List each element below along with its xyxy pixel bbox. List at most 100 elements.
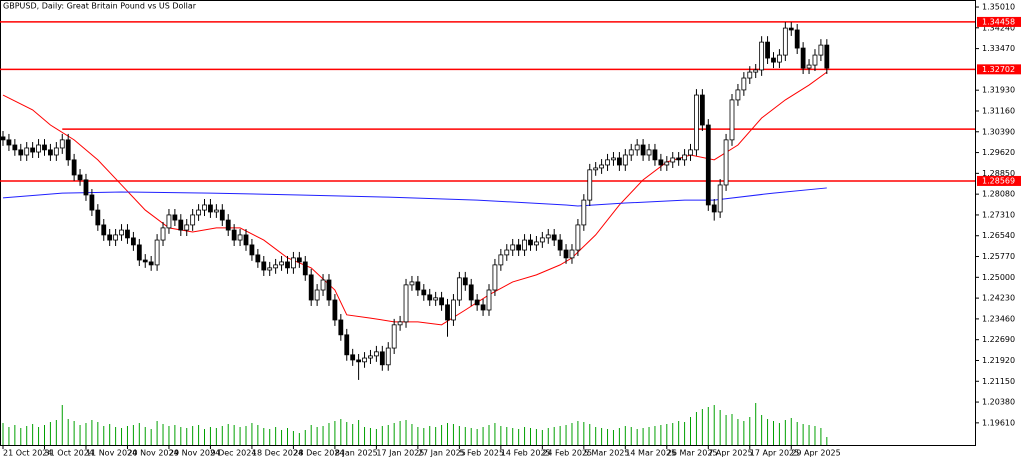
candle-body: [160, 227, 166, 241]
candle-body: [36, 144, 41, 153]
x-tick-label: 17 Jan 2025: [376, 449, 424, 458]
candle-body: [539, 237, 545, 243]
candle-body: [208, 204, 213, 213]
candle-body: [445, 304, 450, 321]
y-tick-label: 1.19610: [982, 418, 1015, 427]
candle-body: [77, 174, 83, 181]
candle-body: [190, 214, 196, 226]
candle-body: [237, 234, 243, 241]
candle-body: [42, 144, 47, 151]
candle-body: [765, 41, 770, 59]
candle-body: [249, 244, 255, 256]
candle-body: [219, 209, 225, 221]
x-tick-label: 18 Dec 2024: [252, 449, 303, 458]
candle-body: [717, 184, 723, 213]
candle-body: [705, 124, 711, 206]
candle-body: [569, 249, 575, 259]
candle-body: [634, 144, 640, 151]
candle-body: [362, 357, 367, 363]
candle-body: [468, 284, 474, 301]
candle-body: [616, 157, 622, 166]
y-tick-label: 1.34240: [982, 23, 1015, 32]
y-tick-label: 1.21150: [982, 377, 1015, 386]
candle-body: [694, 94, 699, 151]
level-label-box: [977, 64, 1021, 75]
candle-body: [682, 154, 687, 161]
candle-body: [510, 244, 516, 251]
candle-body: [456, 277, 462, 301]
candle-body: [563, 249, 569, 259]
candle-body: [296, 257, 302, 263]
candle-body: [498, 254, 504, 266]
x-tick-label: 14 Mar 2025: [625, 449, 676, 458]
candle-body: [409, 281, 415, 286]
candle-body: [154, 239, 160, 266]
candle-body: [777, 54, 782, 63]
candle-body: [427, 294, 433, 301]
y-tick-label: 1.25000: [982, 273, 1015, 282]
candle-body: [587, 169, 593, 201]
candle-body: [119, 229, 124, 236]
candle-body: [285, 261, 290, 269]
candle-body: [516, 244, 522, 251]
candle-body: [255, 254, 261, 263]
candle-body: [759, 41, 765, 71]
y-tick-label: 1.35010: [982, 3, 1015, 12]
candle-body: [373, 351, 379, 357]
y-tick-label: 1.29620: [982, 148, 1015, 157]
candle-body: [676, 157, 682, 161]
candle-body: [664, 161, 670, 166]
y-tick-label: 1.33470: [982, 44, 1015, 53]
candle-body: [723, 139, 729, 186]
x-tick-label: 17 Apr 2025: [750, 449, 799, 458]
candle-body: [824, 44, 830, 69]
candle-body: [356, 359, 362, 363]
candle-body: [95, 209, 101, 226]
y-tick-label: 1.27310: [982, 210, 1015, 219]
candle-body: [504, 249, 510, 256]
candle-body: [415, 281, 421, 291]
candle-body: [101, 224, 107, 236]
level-label: 1.32702: [982, 65, 1015, 74]
candle-body: [71, 159, 77, 176]
candle-body: [611, 157, 616, 161]
candle-body: [545, 234, 551, 239]
candle-body: [53, 147, 59, 156]
candle-body: [646, 149, 652, 156]
candle-body: [480, 304, 486, 311]
candle-body: [812, 54, 818, 66]
x-tick-label: 9 Dec 2024: [210, 449, 256, 458]
candle-body: [474, 299, 480, 306]
candle-body: [243, 234, 249, 246]
candle-body: [806, 64, 812, 69]
candle-body: [462, 277, 468, 286]
candle-body: [670, 157, 676, 163]
x-tick-label: 26 Mar 2025: [667, 449, 718, 458]
candle-body: [148, 261, 154, 266]
candle-body: [391, 324, 397, 349]
x-tick-label: 20 Nov 2024: [127, 449, 178, 458]
y-tick-label: 1.20380: [982, 398, 1015, 407]
candle-body: [184, 224, 190, 231]
candle-body: [12, 144, 18, 151]
candle-body: [439, 297, 444, 306]
candle-body: [385, 347, 391, 366]
candle-body: [338, 319, 344, 336]
candle-body: [125, 229, 130, 239]
y-tick-label: 1.26540: [982, 231, 1015, 240]
y-tick-label: 1.31160: [982, 106, 1015, 115]
candle-body: [291, 257, 296, 269]
level-label-box: [977, 16, 1021, 27]
y-tick-label: 1.23460: [982, 314, 1015, 323]
candle-body: [557, 239, 563, 251]
candle-body: [628, 149, 634, 156]
x-tick-label: 24 Feb 2025: [542, 449, 592, 458]
x-tick-label: 29 Nov 2024: [169, 449, 220, 458]
candle-body: [379, 351, 385, 366]
candle-body: [267, 267, 273, 271]
candle-body: [202, 204, 207, 211]
candle-body: [344, 334, 350, 356]
candle-body: [261, 261, 267, 271]
candle-body: [136, 244, 142, 261]
candle-body: [782, 27, 788, 56]
